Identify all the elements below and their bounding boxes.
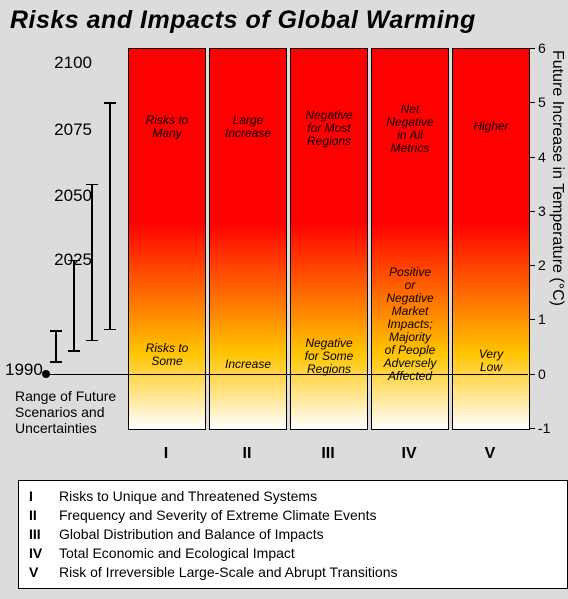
legend-row: IVTotal Economic and Ecological Impact — [29, 544, 557, 563]
column-text: Risks toSome — [129, 342, 205, 368]
ytick-mark — [529, 265, 535, 266]
column-text: PositiveorNegativeMarketImpacts;Majority… — [372, 266, 448, 383]
subtitle: Range of FutureScenarios andUncertaintie… — [15, 388, 116, 436]
legend-box: IRisks to Unique and Threatened SystemsI… — [18, 480, 568, 589]
legend-text: Frequency and Severity of Extreme Climat… — [59, 506, 376, 525]
legend-text: Global Distribution and Balance of Impac… — [59, 525, 324, 544]
column-roman-label: III — [290, 445, 366, 463]
column-text: Higher — [453, 120, 529, 133]
column-text: NetNegativein AllMetrics — [372, 103, 448, 155]
range-bar-2100 — [109, 102, 111, 330]
column-roman-label: IV — [371, 445, 447, 463]
column-roman-label: I — [128, 445, 204, 463]
ytick-mark — [529, 211, 535, 212]
column-text: LargeIncrease — [210, 114, 286, 140]
range-bar-2075 — [91, 184, 93, 341]
ytick-mark — [529, 102, 535, 103]
column-text: Negativefor MostRegions — [291, 109, 367, 148]
risk-column-III: Negativefor MostRegions Negativefor SomeR… — [290, 48, 368, 430]
ytick-label: 0 — [538, 366, 546, 382]
yaxis-title: Future Increase in Temperature (°C) — [548, 50, 566, 306]
ytick-label: 1 — [538, 311, 546, 327]
year-label-2100: 2100 — [54, 53, 92, 73]
ytick-label: -1 — [538, 420, 550, 436]
risk-column-II: LargeIncrease Increase — [209, 48, 287, 430]
ytick-label: 4 — [538, 149, 546, 165]
legend-row: IIIGlobal Distribution and Balance of Im… — [29, 525, 557, 544]
legend-text: Total Economic and Ecological Impact — [59, 544, 295, 563]
column-roman-label: II — [209, 445, 285, 463]
column-text: VeryLow — [453, 348, 529, 374]
ytick-mark — [529, 319, 535, 320]
ytick-label: 6 — [538, 40, 546, 56]
ytick-label: 2 — [538, 257, 546, 273]
column-roman-label: V — [452, 445, 528, 463]
column-text: Increase — [210, 358, 286, 371]
ytick-label: 3 — [538, 203, 546, 219]
legend-roman: V — [29, 563, 59, 582]
ytick-mark — [529, 428, 535, 429]
column-text: Risks toMany — [129, 114, 205, 140]
legend-row: IRisks to Unique and Threatened Systems — [29, 487, 557, 506]
legend-row: IIFrequency and Severity of Extreme Clim… — [29, 506, 557, 525]
range-bar-2025 — [55, 330, 57, 363]
year-label-2050: 2050 — [54, 186, 92, 206]
legend-row: VRisk of Irreversible Large-Scale and Ab… — [29, 563, 557, 582]
risk-column-I: Risks toMany Risks toSome — [128, 48, 206, 430]
legend-roman: III — [29, 525, 59, 544]
baseline-dot — [42, 370, 50, 378]
year-label-2075: 2075 — [54, 120, 92, 140]
legend-roman: I — [29, 487, 59, 506]
legend-text: Risk of Irreversible Large-Scale and Abr… — [59, 563, 398, 582]
column-text: Negativefor SomeRegions — [291, 337, 367, 376]
range-bar-2050 — [73, 260, 75, 352]
baseline-line — [45, 374, 528, 375]
page-title: Risks and Impacts of Global Warming — [10, 6, 476, 35]
ytick-label: 5 — [538, 94, 546, 110]
baseline-year: 1990 — [5, 360, 43, 380]
ytick-mark — [529, 48, 535, 49]
legend-roman: IV — [29, 544, 59, 563]
ytick-mark — [529, 157, 535, 158]
risk-column-V: Higher VeryLow — [452, 48, 530, 430]
ytick-mark — [529, 374, 535, 375]
legend-text: Risks to Unique and Threatened Systems — [59, 487, 317, 506]
risk-column-IV: NetNegativein AllMetrics PositiveorNegati… — [371, 48, 449, 430]
legend-roman: II — [29, 506, 59, 525]
